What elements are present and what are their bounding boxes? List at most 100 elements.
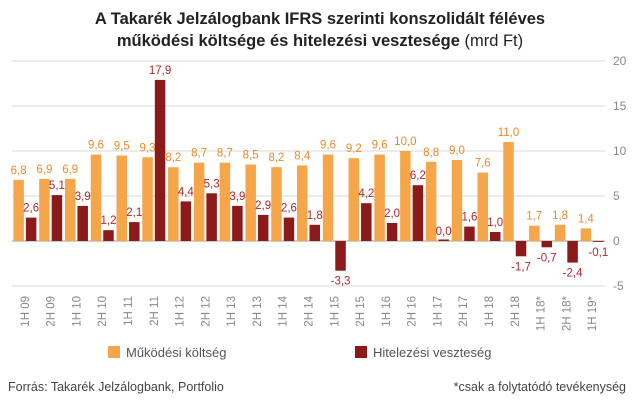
x-tick-label: 1H 16 bbox=[381, 296, 393, 327]
operating-cost-label: 6,9 bbox=[36, 164, 52, 176]
operating-cost-bar bbox=[64, 178, 76, 241]
x-tick-label: 1H 13 bbox=[226, 296, 238, 327]
operating-cost-label: 9,6 bbox=[372, 140, 388, 152]
credit-loss-bar bbox=[25, 217, 37, 241]
legend-label-credit-loss: Hitelezési veszteség bbox=[373, 345, 492, 360]
x-tick-label: 1H 14 bbox=[278, 295, 290, 326]
operating-cost-bar bbox=[116, 155, 128, 241]
credit-loss-label: 2,0 bbox=[384, 208, 400, 220]
operating-cost-bar bbox=[400, 151, 411, 241]
x-tick-label: 1H 12 bbox=[175, 296, 187, 327]
credit-loss-label: 3,9 bbox=[75, 191, 91, 203]
x-tick-label: 2H 09 bbox=[46, 296, 58, 327]
credit-loss-label: -3,3 bbox=[331, 276, 351, 288]
operating-cost-label: 6,8 bbox=[11, 165, 27, 177]
x-tick-label: 1H 19* bbox=[587, 295, 599, 331]
x-tick-label: 2H 15 bbox=[355, 296, 367, 327]
x-tick-label: 1H 17 bbox=[432, 296, 444, 327]
operating-cost-label: 8,5 bbox=[243, 150, 259, 162]
chart-title: A Takarék Jelzálogbank IFRS szerinti kon… bbox=[0, 8, 640, 52]
y-tick-label: -5 bbox=[613, 279, 624, 293]
operating-cost-bar bbox=[554, 224, 566, 241]
operating-cost-label: 8,7 bbox=[191, 148, 207, 160]
operating-cost-bar bbox=[348, 158, 360, 241]
credit-loss-label: -0,1 bbox=[588, 247, 608, 259]
x-tick-label: 2H 12 bbox=[200, 296, 212, 327]
operating-cost-bar bbox=[90, 154, 102, 241]
credit-loss-bar bbox=[335, 241, 346, 271]
operating-cost-label: 8,2 bbox=[268, 152, 284, 164]
x-tick-label: 1H 09 bbox=[20, 296, 32, 327]
y-tick-label: 15 bbox=[613, 99, 627, 113]
operating-cost-label: 8,8 bbox=[423, 147, 439, 159]
operating-cost-bar bbox=[425, 161, 437, 241]
title-line-1: A Takarék Jelzálogbank IFRS szerinti kon… bbox=[94, 10, 546, 28]
x-tick-label: 2H 10 bbox=[97, 296, 109, 327]
credit-loss-label: 5,1 bbox=[49, 180, 65, 192]
credit-loss-bar bbox=[541, 241, 553, 248]
operating-cost-bar bbox=[168, 167, 179, 241]
operating-cost-bar bbox=[271, 167, 282, 241]
credit-loss-label: 1,2 bbox=[100, 215, 116, 227]
credit-loss-bar bbox=[567, 241, 578, 263]
credit-loss-label: 1,6 bbox=[461, 212, 477, 224]
credit-loss-label: 2,1 bbox=[126, 207, 142, 219]
operating-cost-label: 1,4 bbox=[578, 213, 595, 225]
credit-loss-bar bbox=[515, 241, 527, 257]
x-tick-label: 1H 10 bbox=[71, 296, 83, 327]
credit-loss-bar bbox=[77, 205, 88, 241]
x-tick-label: 2H 18 bbox=[510, 296, 522, 327]
credit-loss-bar bbox=[489, 232, 501, 241]
operating-cost-bar bbox=[477, 172, 488, 241]
operating-cost-label: 8,4 bbox=[294, 150, 311, 162]
x-tick-label: 1H 15 bbox=[329, 296, 341, 327]
operating-cost-bar bbox=[142, 157, 153, 241]
credit-loss-bar bbox=[232, 205, 243, 241]
operating-cost-label: 8,7 bbox=[217, 148, 233, 160]
operating-cost-bar bbox=[451, 160, 463, 241]
credit-loss-label: 0,0 bbox=[436, 226, 452, 238]
legend-swatch-operating-cost bbox=[108, 346, 120, 358]
x-tick-label: 2H 14 bbox=[304, 295, 316, 326]
operating-cost-label: 9,0 bbox=[449, 145, 465, 157]
credit-loss-label: 3,9 bbox=[229, 191, 245, 203]
credit-loss-label: 4,2 bbox=[358, 188, 374, 200]
operating-cost-bar bbox=[297, 165, 308, 241]
credit-loss-label: 1,8 bbox=[307, 210, 323, 222]
credit-loss-bar bbox=[593, 241, 604, 242]
credit-loss-label: 1,0 bbox=[487, 217, 503, 229]
operating-cost-bar bbox=[503, 142, 514, 241]
operating-cost-bar bbox=[219, 162, 231, 241]
credit-loss-bar bbox=[51, 195, 63, 241]
credit-loss-label: -1,7 bbox=[511, 261, 531, 273]
source-note: Forrás: Takarék Jelzálogbank, Portfolio bbox=[8, 380, 224, 394]
operating-cost-label: 8,2 bbox=[165, 152, 181, 164]
credit-loss-bar bbox=[180, 201, 192, 241]
x-tick-label: 1H 18 bbox=[484, 296, 496, 327]
credit-loss-bar bbox=[464, 226, 475, 241]
operating-cost-label: 9,6 bbox=[320, 140, 336, 152]
title-line-2: működési költsége és hitelezési vesztesé… bbox=[116, 32, 460, 50]
credit-loss-label: -0,7 bbox=[537, 252, 557, 264]
y-tick-label: 0 bbox=[613, 234, 620, 248]
x-tick-label: 2H 18* bbox=[561, 295, 573, 331]
y-tick-label: 5 bbox=[613, 189, 620, 203]
credit-loss-label: 4,4 bbox=[178, 186, 195, 198]
operating-cost-bar bbox=[322, 154, 334, 241]
operating-cost-label: 9,3 bbox=[140, 142, 156, 154]
legend-swatch-credit-loss bbox=[355, 346, 367, 358]
operating-cost-label: 9,5 bbox=[114, 141, 130, 153]
x-tick-label: 1H 18* bbox=[536, 295, 548, 331]
credit-loss-bar bbox=[103, 230, 114, 241]
operating-cost-bar bbox=[13, 179, 24, 241]
x-tick-label: 2H 17 bbox=[458, 296, 470, 327]
x-tick-label: 2H 13 bbox=[252, 296, 264, 327]
operating-cost-label: 9,2 bbox=[346, 143, 362, 155]
operating-cost-bar bbox=[245, 164, 256, 241]
footnote: *csak a folytatódó tevékenység bbox=[453, 380, 626, 394]
credit-loss-label: 2,6 bbox=[281, 203, 297, 215]
credit-loss-label: -2,4 bbox=[563, 268, 583, 280]
operating-cost-label: 10,0 bbox=[394, 136, 416, 148]
credit-loss-bar bbox=[386, 223, 398, 241]
